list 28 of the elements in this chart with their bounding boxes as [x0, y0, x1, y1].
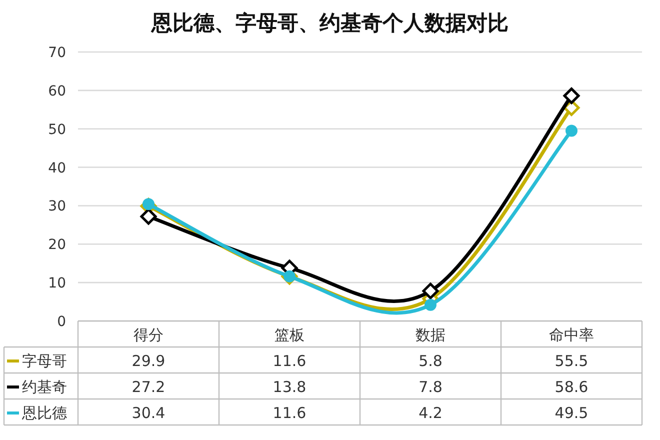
data-label: 11.6	[272, 404, 306, 422]
legend-label: 字母哥	[22, 352, 67, 370]
data-label: 5.8	[418, 352, 442, 370]
y-tick-label: 60	[48, 83, 66, 100]
y-tick-label: 50	[48, 122, 66, 138]
data-label: 29.9	[132, 352, 166, 370]
legend-label: 恩比德	[21, 404, 67, 422]
chart-title: 恩比德、字母哥、约基奇个人数据对比	[150, 11, 508, 35]
x-tick-label: 得分	[134, 326, 164, 344]
data-label: 11.6	[272, 352, 306, 370]
x-tick-label: 数据	[416, 326, 446, 344]
data-label: 7.8	[418, 378, 442, 396]
x-tick-label: 篮板	[274, 326, 304, 344]
data-label: 13.8	[272, 378, 306, 396]
y-tick-label: 40	[48, 160, 66, 176]
y-tick-label: 70	[48, 45, 66, 61]
x-tick-label: 命中率	[549, 326, 594, 344]
data-label: 4.2	[418, 404, 442, 422]
data-label: 27.2	[132, 378, 166, 396]
y-tick-label: 0	[57, 314, 66, 330]
data-label: 30.4	[132, 404, 166, 422]
y-tick-label: 10	[48, 276, 66, 292]
data-label: 49.5	[554, 404, 588, 422]
y-tick-label: 30	[48, 198, 66, 215]
y-tick-label: 20	[48, 237, 66, 254]
data-label: 58.6	[554, 378, 588, 396]
legend-label: 约基奇	[22, 378, 67, 396]
data-label: 55.5	[554, 352, 588, 370]
